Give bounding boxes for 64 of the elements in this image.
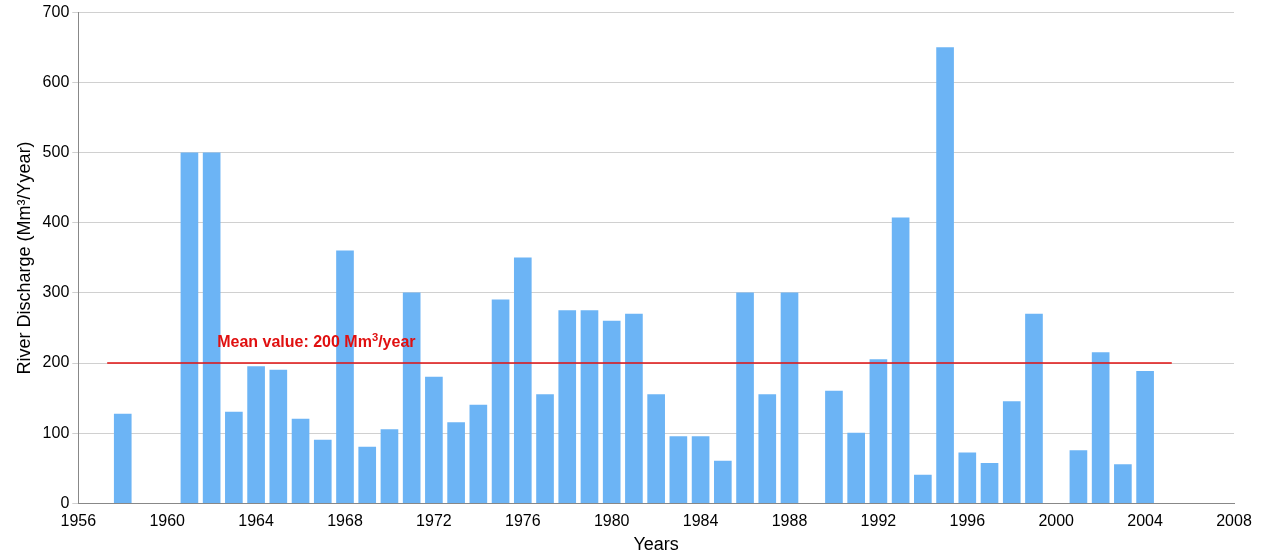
bar <box>914 474 932 504</box>
bar <box>758 394 777 504</box>
bar <box>1002 401 1021 504</box>
x-tick-label: 1992 <box>860 512 897 530</box>
bar <box>425 376 443 504</box>
bar <box>713 460 732 504</box>
y-tick-label: 600 <box>42 73 70 91</box>
bar <box>180 152 199 504</box>
bar <box>491 299 510 504</box>
x-tick-label: 1976 <box>505 512 541 530</box>
bar <box>736 292 754 504</box>
bar <box>669 436 688 504</box>
bar <box>447 422 465 504</box>
bar <box>958 452 977 504</box>
bar <box>625 313 643 504</box>
bar <box>1136 371 1154 504</box>
y-tick-label: 500 <box>42 143 70 161</box>
x-tick-label: 1968 <box>327 512 363 530</box>
y-tick-label: 200 <box>42 353 70 371</box>
bar <box>536 394 554 504</box>
bar <box>691 436 710 504</box>
x-tick-label: 1980 <box>593 512 630 530</box>
bar <box>1114 464 1132 504</box>
bar <box>847 432 865 504</box>
x-tick-label: 1996 <box>949 512 986 530</box>
bar <box>936 47 954 504</box>
x-tick-label: 1988 <box>771 512 808 530</box>
bar <box>1025 313 1043 504</box>
y-tick-label: 300 <box>42 283 70 301</box>
x-tick-label: 2008 <box>1216 512 1252 530</box>
bar <box>358 446 377 504</box>
bar <box>225 411 243 504</box>
bar <box>113 413 132 504</box>
x-tick-label: 2004 <box>1127 512 1163 530</box>
x-tick-label: 1964 <box>238 512 274 530</box>
y-tick-label: 700 <box>42 3 70 21</box>
bar <box>558 310 577 504</box>
bar <box>1069 450 1088 504</box>
bar <box>825 390 843 504</box>
y-axis-title: River Discharge (Mm³/Yyear) <box>13 141 34 375</box>
bar <box>980 462 999 504</box>
x-axis-title: Years <box>633 534 679 555</box>
bar <box>602 320 621 504</box>
y-tick-label: 0 <box>60 493 70 511</box>
x-tick-label: 2000 <box>1038 512 1075 530</box>
bar <box>313 439 332 504</box>
bar <box>1091 352 1110 504</box>
bar <box>580 310 599 504</box>
bar <box>291 418 310 504</box>
y-tick-label: 100 <box>42 423 70 441</box>
bar <box>269 369 288 504</box>
bar <box>380 429 399 504</box>
x-tick-label: 1956 <box>60 512 97 530</box>
bar <box>780 292 799 504</box>
bar <box>647 394 665 504</box>
x-tick-label: 1960 <box>149 512 186 530</box>
bar <box>869 359 888 504</box>
y-tick-label: 400 <box>42 213 70 231</box>
x-tick-label: 1984 <box>682 512 719 530</box>
x-tick-label: 1972 <box>416 512 452 530</box>
bar <box>469 404 488 504</box>
bar <box>247 366 265 504</box>
bar <box>891 217 910 504</box>
bar <box>513 257 532 504</box>
